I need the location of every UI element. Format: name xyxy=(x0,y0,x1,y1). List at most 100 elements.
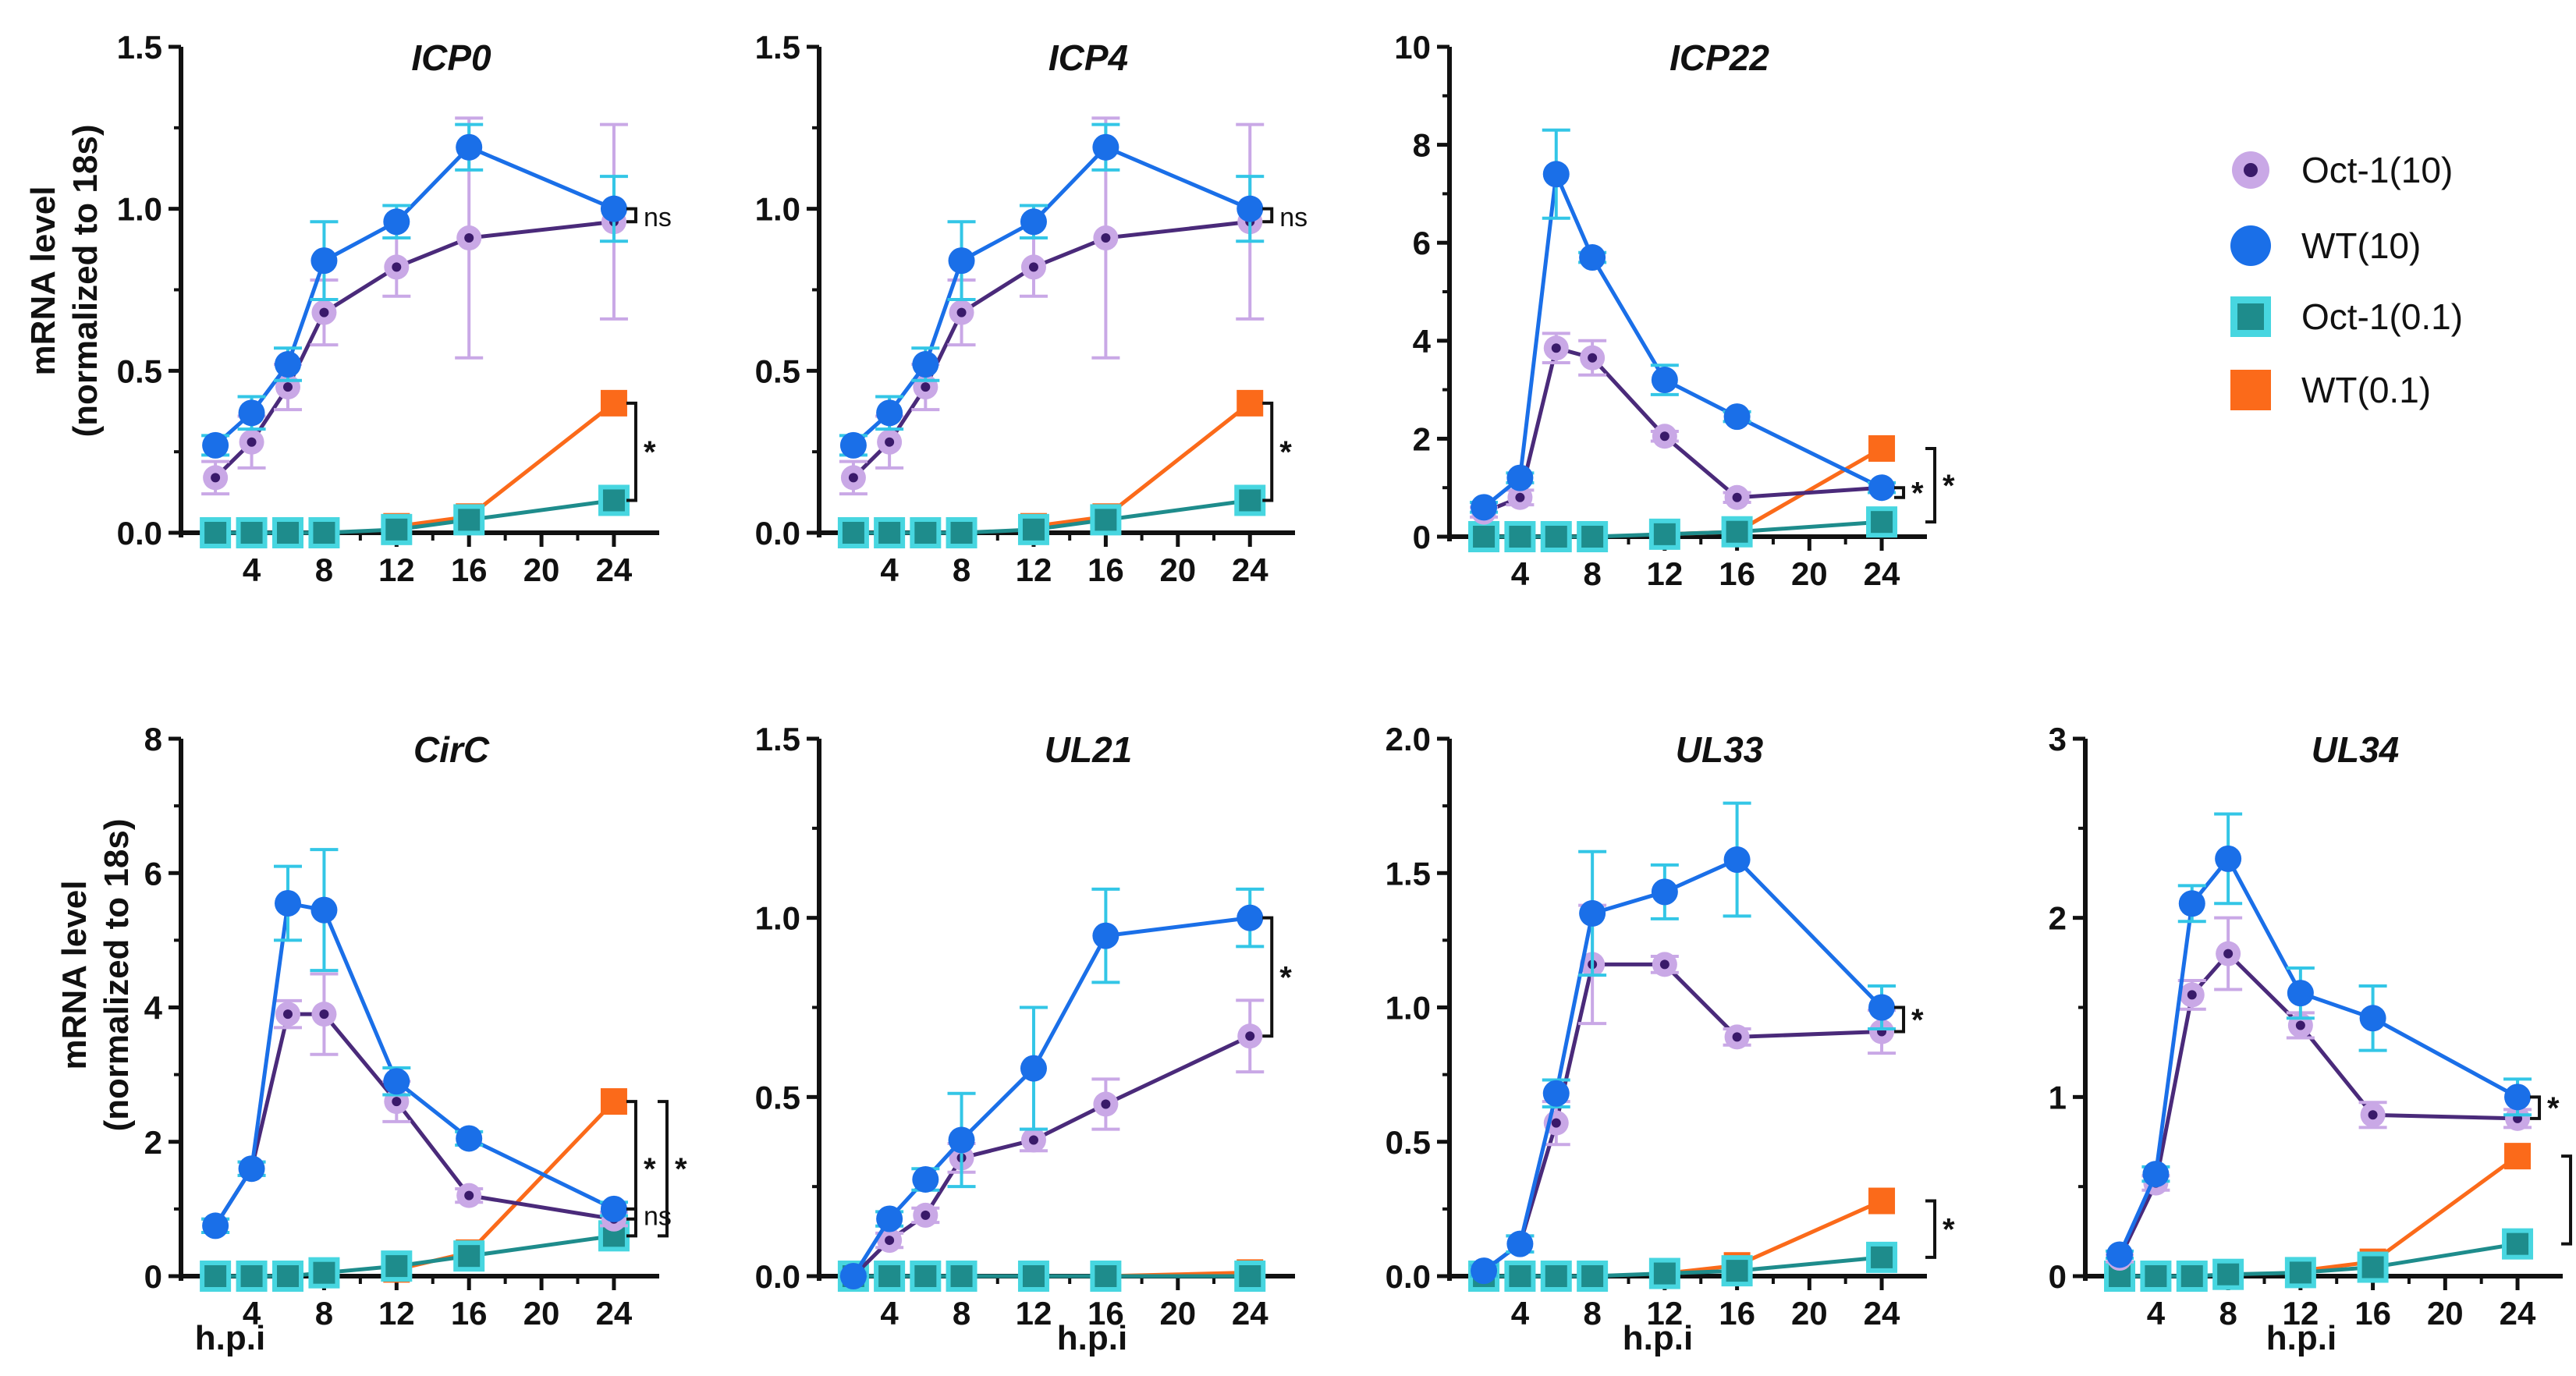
x-tick-label: 8 xyxy=(1583,555,1601,592)
x-tick-label: 8 xyxy=(953,551,970,588)
series-oct1-01 xyxy=(200,1220,630,1292)
row1-ylabel: mRNA level (normalized to 18s) xyxy=(24,125,105,438)
series-line xyxy=(396,401,616,529)
significance-label: * xyxy=(1943,1213,1955,1247)
bracket-line xyxy=(626,401,637,502)
significance-bracket: * xyxy=(657,1100,687,1238)
panel-icp0: ICP0 0.0 0.5 1.0 1.5 4 8 12 16 20 24 ns * xyxy=(117,29,672,588)
data-point-dot xyxy=(464,233,474,243)
series-wt-10 xyxy=(1470,128,1897,521)
data-point xyxy=(1577,521,1609,552)
data-point xyxy=(310,247,338,275)
data-point xyxy=(948,1126,975,1154)
data-point xyxy=(1020,1055,1047,1082)
series-wt-10 xyxy=(201,122,628,459)
data-point xyxy=(308,1257,340,1289)
x-tick-label: 4 xyxy=(880,551,899,588)
x-tick-label: 20 xyxy=(1159,1295,1196,1332)
x-tick-label: 16 xyxy=(451,551,488,588)
data-point xyxy=(876,399,903,427)
data-point xyxy=(1468,521,1500,552)
significance-bracket: ns xyxy=(626,203,672,232)
data-point xyxy=(1237,195,1264,222)
data-point xyxy=(1648,1257,1680,1289)
data-point xyxy=(456,133,483,161)
significance-bracket: * xyxy=(1894,476,1924,510)
x-tick-label: 24 xyxy=(1864,1295,1900,1332)
data-point xyxy=(874,517,906,548)
data-point xyxy=(2284,1257,2316,1289)
legend-item-wt-01: WT(0.1) xyxy=(2230,370,2431,410)
data-point-dot xyxy=(921,382,931,392)
x-tick-label: 8 xyxy=(1583,1295,1601,1332)
data-point xyxy=(1868,994,1896,1021)
bracket-line xyxy=(626,1100,637,1238)
significance-bracket: * xyxy=(626,401,656,502)
x-tick-label: 20 xyxy=(1791,555,1828,592)
y-tick-label: 1.5 xyxy=(755,721,800,757)
panel-ul33-title: UL33 xyxy=(1676,729,1764,770)
data-point xyxy=(383,1068,410,1095)
y-tick-label: 2 xyxy=(1413,420,1431,457)
panel-ul34-title: UL34 xyxy=(2312,729,2399,770)
data-point-dot xyxy=(885,1236,895,1246)
y-tick-label: 0.5 xyxy=(755,353,800,389)
data-point xyxy=(453,1240,485,1272)
series-oct1-01 xyxy=(200,484,630,548)
data-point-dot xyxy=(2187,990,2197,1000)
significance-label: * xyxy=(1279,435,1292,470)
x-tick-label: 24 xyxy=(1232,551,1268,588)
panel-ul21: UL21 0.0 0.5 1.0 1.5 4 8 12 16 20 24 * xyxy=(755,721,1295,1332)
data-point-dot xyxy=(282,1009,293,1020)
bracket-line xyxy=(1925,1199,1937,1259)
y-tick-label: 0 xyxy=(144,1258,162,1295)
data-point xyxy=(1090,504,1122,536)
data-point-dot xyxy=(1028,1135,1038,1145)
data-point xyxy=(1651,878,1678,906)
blue-circle-icon xyxy=(2230,225,2271,266)
data-point xyxy=(453,504,485,536)
series-oct1-10 xyxy=(839,998,1265,1289)
data-point-dot xyxy=(1101,1099,1111,1109)
data-point xyxy=(456,1125,483,1152)
significance-bracket: * xyxy=(1925,446,1955,524)
x-tick-label: 8 xyxy=(315,1295,333,1332)
data-point xyxy=(2359,1005,2386,1032)
data-point xyxy=(598,484,630,516)
data-point xyxy=(1866,1241,1898,1273)
series-line xyxy=(214,1012,615,1227)
bracket-line xyxy=(2561,1154,2573,1246)
series-oct1-10 xyxy=(2106,916,2532,1271)
data-point-dot xyxy=(848,473,858,483)
data-point xyxy=(600,1088,627,1115)
series-wt-10 xyxy=(2106,812,2532,1268)
x-tick-label: 12 xyxy=(1016,1295,1052,1332)
data-point xyxy=(1234,484,1266,516)
bracket-line xyxy=(1262,916,1274,1038)
y-tick-label: 0.0 xyxy=(117,515,162,551)
panel-icp0-title: ICP0 xyxy=(411,37,491,78)
significance-bracket: * xyxy=(1925,1199,1955,1259)
bracket-line xyxy=(1262,207,1274,224)
bracket-line xyxy=(2530,1095,2542,1120)
x-tick-label: 16 xyxy=(1719,1295,1755,1332)
bracket-line xyxy=(657,1100,669,1238)
panel-icp4: ICP4 0.0 0.5 1.0 1.5 4 8 12 16 20 24 ns * xyxy=(755,29,1308,588)
data-point xyxy=(2212,1258,2244,1290)
data-point xyxy=(1092,922,1119,949)
y-tick-label: 1.5 xyxy=(755,29,800,66)
data-point-dot xyxy=(885,437,895,447)
data-point xyxy=(1504,521,1536,552)
x-tick-label: 24 xyxy=(2500,1295,2536,1332)
data-point xyxy=(200,1261,232,1292)
data-point xyxy=(381,1250,413,1282)
series-oct1-01 xyxy=(1468,506,1898,552)
data-point xyxy=(1542,1080,1570,1107)
panel-ul33-xlabel: h.p.i xyxy=(1623,1319,1693,1357)
y-tick-label: 8 xyxy=(144,721,162,757)
significance-label: ns xyxy=(1279,203,1308,232)
data-point xyxy=(1020,208,1047,236)
